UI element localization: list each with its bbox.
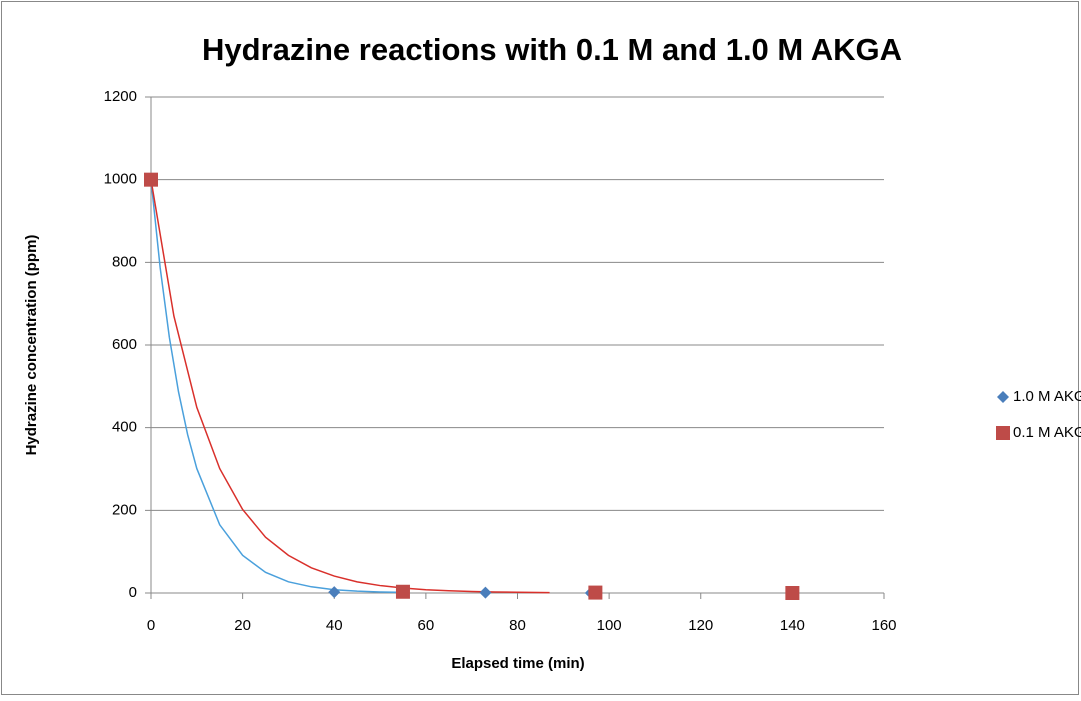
trendline [150, 179, 550, 594]
y-tick-label: 400 [112, 419, 137, 436]
y-tick-label: 800 [112, 253, 137, 270]
x-tick-label: 120 [688, 617, 713, 634]
chart-title: Hydrazine reactions with 0.1 M and 1.0 M… [202, 32, 902, 67]
legend-marker [996, 426, 1010, 440]
x-tick-label: 40 [326, 617, 343, 634]
x-tick-label: 140 [780, 617, 805, 634]
y-tick-label: 600 [112, 336, 137, 353]
y-tick-label: 200 [112, 501, 137, 518]
point [328, 586, 341, 599]
point [395, 584, 410, 599]
point [785, 586, 800, 600]
legend-label: 1.0 M AKGA [1013, 388, 1081, 405]
legend-marker [997, 391, 1009, 403]
y-axis-label: Hydrazine concentration (ppm) [23, 235, 40, 456]
x-tick-label: 80 [509, 617, 526, 634]
point [479, 586, 492, 599]
x-tick-label: 100 [597, 617, 622, 634]
legend-label: 0.1 M AKGA [1013, 424, 1081, 441]
y-tick-label: 0 [129, 584, 137, 601]
point [588, 585, 603, 600]
x-tick-label: 60 [418, 617, 435, 634]
y-tick-label: 1000 [104, 171, 137, 188]
x-axis-label: Elapsed time (min) [451, 655, 584, 672]
point [144, 172, 158, 187]
trendline [150, 179, 403, 594]
x-tick-label: 20 [234, 617, 251, 634]
x-tick-label: 0 [147, 617, 155, 634]
y-tick-label: 1200 [104, 88, 137, 105]
x-tick-label: 160 [871, 617, 896, 634]
